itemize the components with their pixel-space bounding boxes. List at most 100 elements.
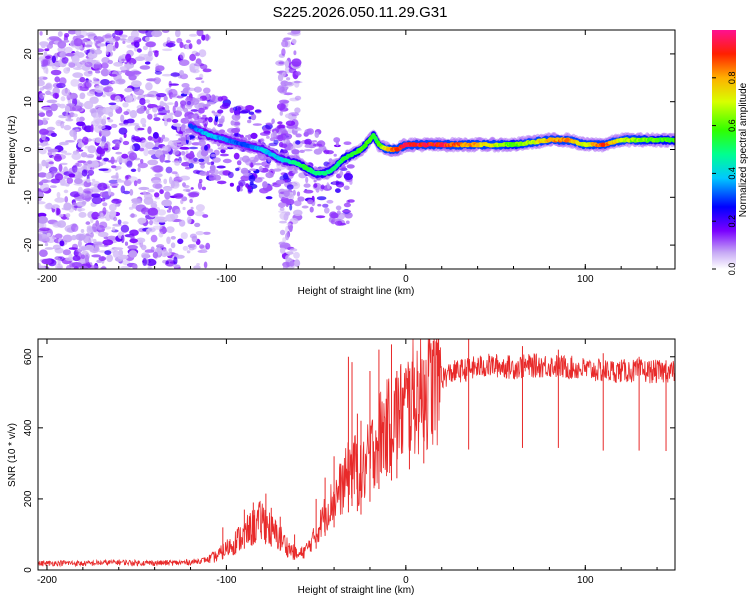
noise-blob [198,178,203,184]
ridge-point [565,137,570,143]
noise-blob [156,112,168,116]
noise-blob [87,160,93,165]
noise-blob [191,243,197,250]
noise-blob [40,183,50,192]
noise-blob [120,185,126,194]
noise-blob [137,127,145,131]
noise-blob [52,221,62,228]
noise-blob [123,190,130,195]
x-tick-label: 0 [403,274,409,285]
noise-blob [174,194,184,199]
noise-blob [280,244,289,249]
noise-blob [193,97,203,102]
noise-blob [102,239,114,246]
noise-blob [323,149,330,155]
noise-blob [58,213,64,217]
noise-blob [84,145,91,149]
noise-blob [86,178,91,183]
noise-blob [283,173,289,180]
noise-blob [97,125,106,130]
noise-blob [91,211,100,220]
noise-blob [79,92,86,100]
noise-blob [79,61,87,65]
noise-blob [155,93,167,98]
noise-blob [192,169,201,174]
noise-blob [279,127,286,133]
noise-blob [77,82,84,91]
noise-blob [128,152,138,161]
noise-blob [147,135,153,141]
noise-blob [180,151,186,156]
ridge-point [278,156,283,162]
noise-blob [52,87,60,95]
noise-blob [128,250,138,258]
ridge-point [206,133,211,138]
noise-blob [144,61,151,65]
noise-blob [168,176,173,185]
noise-blob [165,42,176,48]
noise-blob [197,117,207,124]
noise-blob [140,117,147,125]
noise-blob [61,56,69,64]
noise-blob [188,146,199,150]
noise-blob [182,245,189,251]
noise-blob [312,143,323,147]
noise-blob [172,264,181,268]
noise-blob [303,189,314,194]
noise-blob [138,186,150,191]
noise-blob [132,263,138,269]
noise-blob [122,140,130,146]
noise-blob [281,40,289,48]
noise-blob [119,34,128,38]
noise-blob [176,37,183,44]
noise-blob [92,80,102,85]
noise-blob [109,73,118,77]
noise-blob [38,196,42,202]
ridge-point [322,171,328,176]
noise-blob [54,233,63,239]
noise-blob [279,203,287,206]
noise-blob [165,166,173,174]
noise-blob [104,250,112,256]
noise-blob [122,123,133,127]
noise-blob [193,157,198,162]
noise-blob [114,95,122,103]
ridge-point [313,171,319,176]
noise-blob [317,203,322,207]
ridge-point [367,137,373,143]
noise-blob [277,103,286,111]
ridge-point [511,142,516,147]
noise-blob [113,247,124,251]
noise-blob [81,169,88,177]
x-tick-label: -100 [216,274,236,285]
noise-blob [143,196,154,205]
noise-blob [83,70,93,77]
noise-blob [230,120,235,126]
noise-blob [199,244,205,249]
noise-blob [77,142,85,148]
noise-blob [129,238,138,244]
noise-blob [52,92,60,99]
noise-blob [294,200,302,207]
noise-blob [147,126,152,135]
noise-blob [153,117,161,122]
noise-blob [65,213,71,218]
noise-blob [158,137,164,144]
noise-blob [147,265,152,269]
noise-blob [145,109,150,115]
noise-blob [201,80,205,84]
noise-blob [99,212,104,217]
noise-blob [113,216,118,222]
noise-blob [180,124,186,132]
noise-blob [198,139,206,147]
noise-blob [195,204,205,212]
noise-blob [50,103,58,112]
noise-blob [217,123,223,128]
noise-blob [137,178,142,184]
noise-blob [102,115,107,122]
noise-blob [220,149,226,154]
noise-blob [175,254,185,259]
snr-series-line [38,339,675,568]
noise-blob [38,265,46,269]
noise-blob [239,110,249,114]
